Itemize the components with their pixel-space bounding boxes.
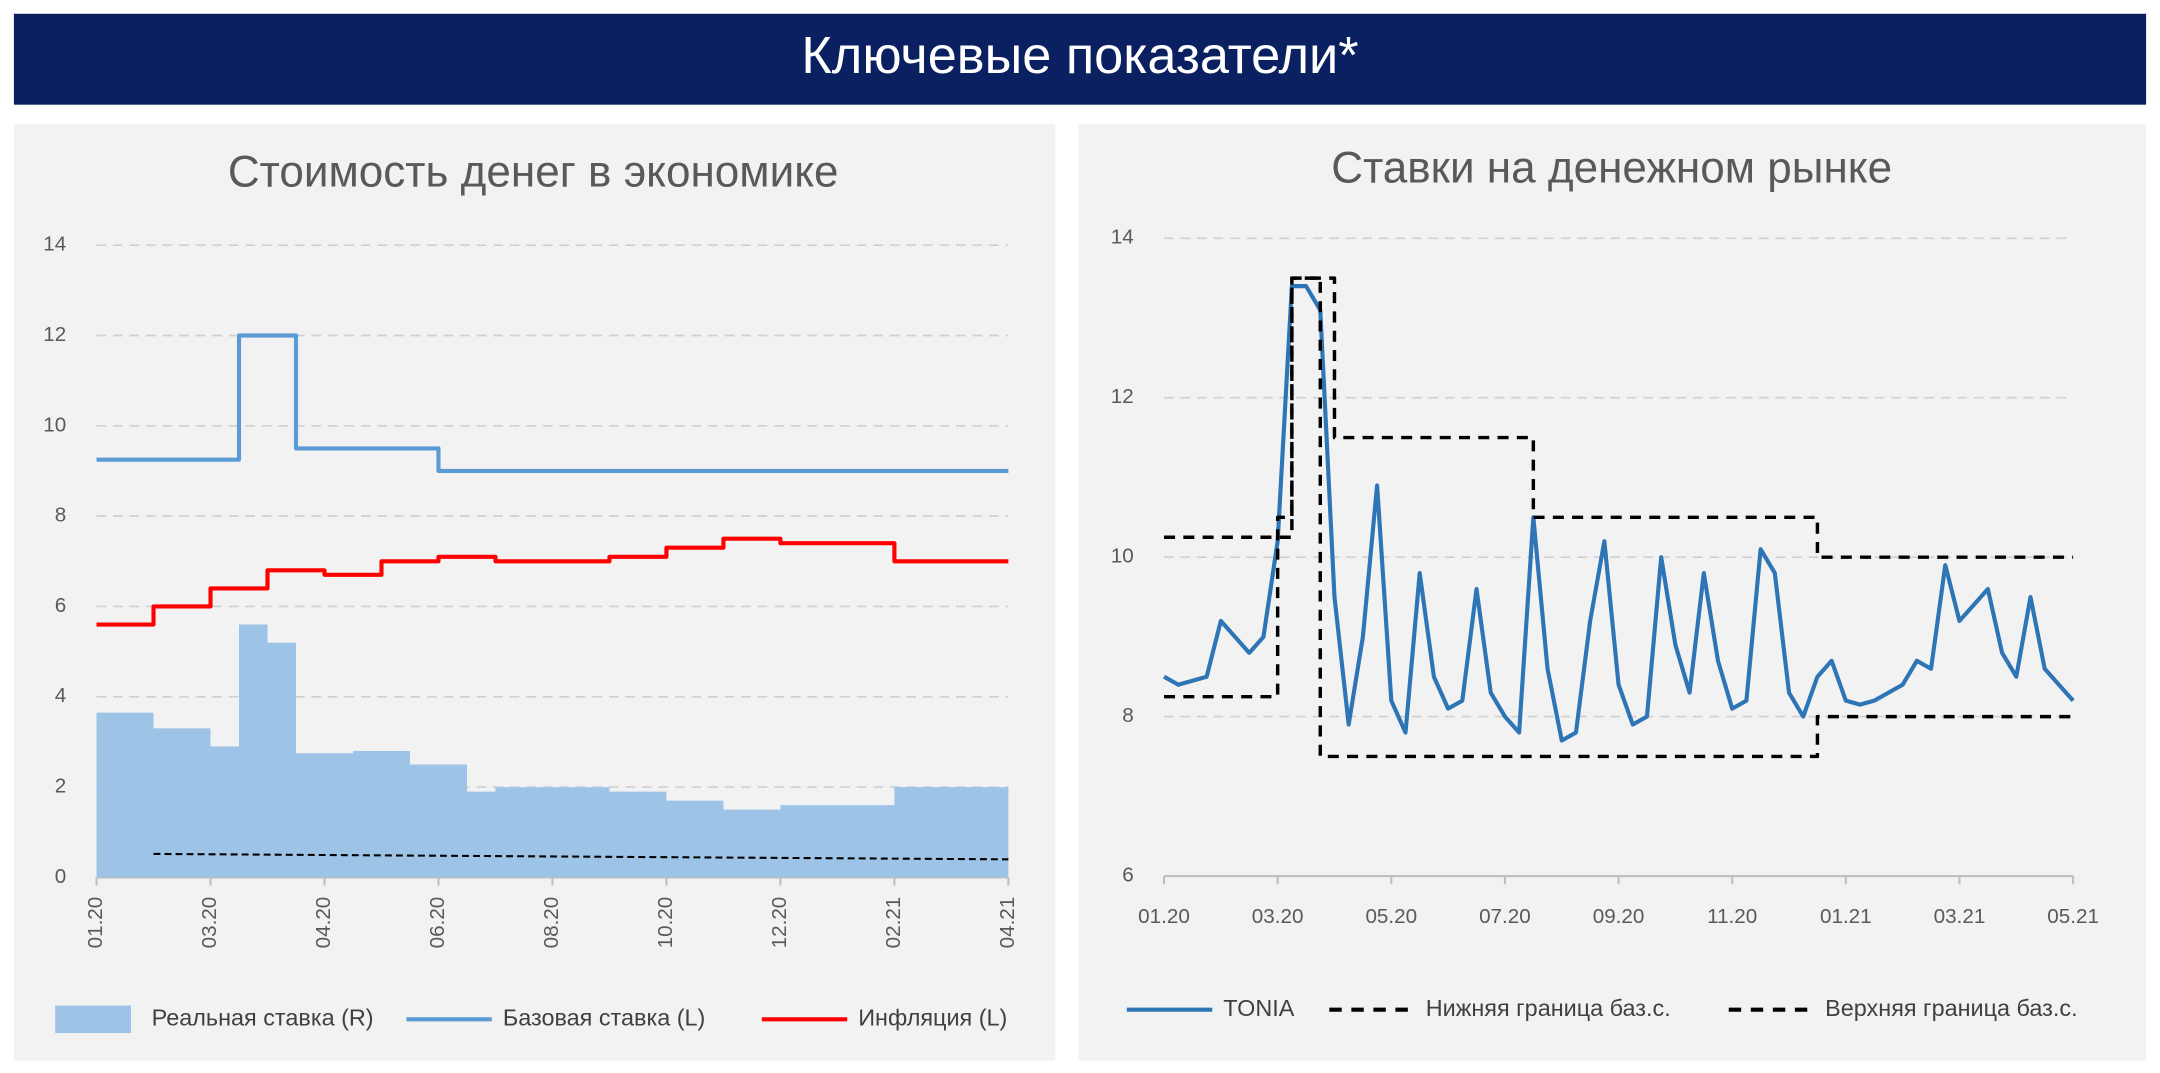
x-tick-label: 11.20	[1707, 905, 1757, 928]
x-tick-label: 04.20	[312, 897, 335, 949]
line	[96, 333, 1009, 474]
y-tick-label: 14	[1111, 226, 1134, 249]
x-tick-label: 05.21	[2047, 905, 2099, 928]
x-tick-label: 03.20	[198, 897, 221, 949]
legend-swatch	[55, 1005, 131, 1034]
line	[1164, 276, 2074, 559]
area	[96, 624, 1009, 878]
x-tick-label: 03.21	[1934, 905, 1986, 928]
x-tick-label: 09.20	[1593, 905, 1645, 928]
x-tick-label: 03.20	[1252, 905, 1304, 928]
legend-label: TONIA	[1223, 995, 1294, 1021]
y-tick-label: 12	[43, 323, 66, 346]
x-tick-label: 05.20	[1365, 905, 1417, 928]
header-bar	[13, 13, 2147, 105]
x-tick-label: 01.20	[1138, 905, 1190, 928]
legend-label: Реальная ставка (R)	[152, 1004, 374, 1030]
y-tick-label: 6	[55, 594, 67, 617]
y-tick-label: 8	[1122, 704, 1134, 727]
line	[96, 536, 1009, 627]
x-tick-label: 01.20	[84, 897, 107, 949]
legend-label: Нижняя граница баз.с.	[1426, 995, 1671, 1021]
x-tick-label: 01.21	[1820, 905, 1872, 928]
y-tick-label: 10	[43, 413, 66, 436]
x-tick-label: 07.20	[1479, 905, 1531, 928]
chart-title: Стоимость денег в экономике	[228, 148, 839, 197]
line	[1163, 284, 2075, 743]
y-tick-label: 2	[55, 775, 67, 798]
x-tick-label: 10.20	[654, 897, 677, 949]
panel	[1078, 123, 2147, 1061]
chart-title: Ставки на денежном рынке	[1331, 143, 1892, 192]
y-tick-label: 0	[55, 865, 67, 888]
y-tick-label: 10	[1111, 545, 1134, 568]
y-tick-label: 8	[55, 504, 67, 527]
x-tick-label: 08.20	[540, 897, 563, 949]
line	[1164, 276, 2074, 759]
x-tick-label: 04.21	[996, 897, 1019, 949]
x-tick-label: 12.20	[768, 897, 791, 949]
y-tick-label: 12	[1111, 385, 1134, 408]
legend-label: Базовая ставка (L)	[503, 1004, 705, 1030]
y-tick-label: 4	[55, 684, 67, 707]
y-tick-label: 14	[43, 233, 66, 256]
legend-label: Верхняя граница баз.с.	[1825, 995, 2077, 1021]
y-tick-label: 6	[1122, 863, 1134, 886]
legend-label: Инфляция (L)	[858, 1004, 1007, 1030]
x-tick-label: 06.20	[426, 897, 449, 949]
header-title: Ключевые показатели*	[801, 27, 1358, 85]
panel	[13, 123, 1056, 1061]
x-tick-label: 02.21	[882, 897, 905, 949]
